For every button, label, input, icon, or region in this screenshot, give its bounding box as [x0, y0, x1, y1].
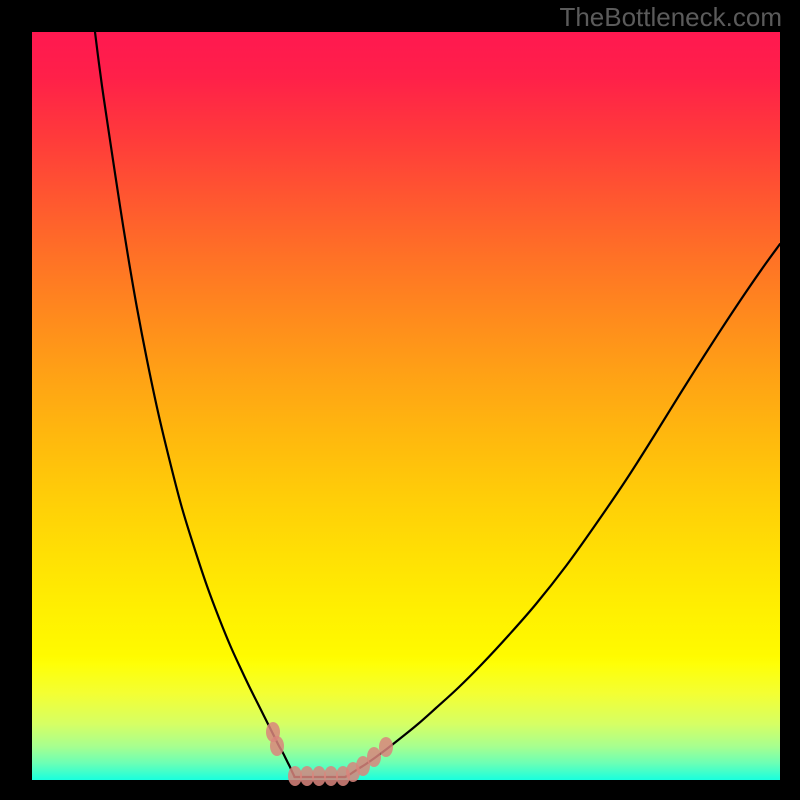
right-curve — [345, 244, 780, 777]
marker-dot — [312, 766, 326, 786]
marker-dot — [300, 766, 314, 786]
marker-cluster-floor — [288, 766, 350, 786]
marker-dot — [379, 737, 393, 757]
watermark-text: TheBottleneck.com — [559, 2, 782, 33]
marker-dot — [324, 766, 338, 786]
marker-dot — [367, 747, 381, 767]
chart-canvas: TheBottleneck.com — [0, 0, 800, 800]
left-curve — [95, 32, 295, 777]
curves-layer — [0, 0, 800, 800]
marker-cluster-left — [266, 722, 284, 756]
marker-cluster-right — [346, 737, 393, 782]
marker-dot — [288, 766, 302, 786]
marker-dot — [270, 736, 284, 756]
